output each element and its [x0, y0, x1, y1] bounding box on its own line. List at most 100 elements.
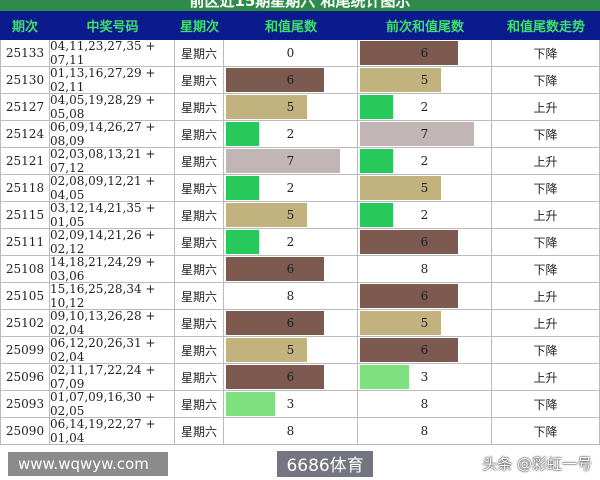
- table-row: 25130 01,13,16,27,29 + 02,11 星期六 6 5 下降: [0, 66, 600, 94]
- prev-tail-cell: 2: [358, 148, 492, 174]
- prev-tail-cell: 6: [358, 40, 492, 66]
- issue-cell: 25090: [0, 418, 50, 444]
- watermark-top: 6686体育: [277, 450, 374, 477]
- table-row: 25133 04,11,23,27,35 + 07,11 星期六 0 6 下降: [0, 39, 600, 67]
- issue-cell: 25099: [0, 337, 50, 363]
- value-label: 6: [420, 289, 429, 303]
- value-bar: [226, 95, 308, 119]
- value-label: 6: [420, 343, 429, 357]
- issue-cell: 25115: [0, 202, 50, 228]
- tail-cell: 3: [224, 391, 358, 417]
- header-issue: 期次: [11, 20, 38, 35]
- trend-cell: 上升: [492, 364, 600, 390]
- value-bar: [226, 365, 324, 389]
- trend-cell: 下降: [492, 40, 600, 66]
- value-label: 8: [420, 262, 429, 276]
- value-label: 8: [286, 289, 295, 303]
- value-bar: [360, 149, 393, 173]
- trend-cell: 下降: [492, 175, 600, 201]
- tail-cell: 8: [224, 283, 358, 309]
- prev-tail-cell: 6: [358, 229, 492, 255]
- value-label: 5: [286, 343, 295, 357]
- weekday-cell: 星期六: [175, 94, 224, 120]
- prev-tail-cell: 5: [358, 310, 492, 336]
- value-label: 8: [420, 424, 429, 438]
- table-row: 25105 15,16,25,28,34 + 10,12 星期六 8 6 上升: [0, 282, 600, 310]
- tail-cell: 6: [224, 310, 358, 336]
- value-bar: [226, 392, 275, 416]
- value-label: 6: [286, 73, 295, 87]
- value-bar: [360, 284, 458, 308]
- prev-tail-cell: 7: [358, 121, 492, 147]
- table-body: 25133 04,11,23,27,35 + 07,11 星期六 0 6 下降 25130 0…: [0, 39, 600, 445]
- value-label: 6: [420, 46, 429, 60]
- numbers-cell: 01,07,09,16,30 + 02,05: [50, 390, 175, 418]
- tail-cell: 6: [224, 256, 358, 282]
- value-label: 7: [286, 154, 295, 168]
- issue-cell: 25096: [0, 364, 50, 390]
- header-numbers: 中奖号码: [86, 20, 139, 35]
- value-label: 6: [286, 316, 295, 330]
- value-label: 2: [286, 127, 295, 141]
- numbers-cell: 06,09,14,26,27 + 08,09: [50, 120, 175, 148]
- tail-cell: 8: [224, 418, 358, 444]
- numbers-cell: 15,16,25,28,34 + 10,12: [50, 282, 175, 310]
- value-label: 2: [420, 154, 429, 168]
- tail-cell: 6: [224, 364, 358, 390]
- tail-cell: 6: [224, 67, 358, 93]
- trend-cell: 上升: [492, 310, 600, 336]
- table-row: 25127 04,05,19,28,29 + 05,08 星期六 5 2 上升: [0, 93, 600, 121]
- table-row: 25111 02,09,14,21,26 + 02,12 星期六 2 6 下降: [0, 228, 600, 256]
- header-tail: 和值尾数: [264, 20, 317, 35]
- value-bar: [360, 176, 442, 200]
- issue-cell: 25130: [0, 67, 50, 93]
- value-bar: [360, 203, 393, 227]
- prev-tail-cell: 3: [358, 364, 492, 390]
- issue-cell: 25127: [0, 94, 50, 120]
- trend-cell: 下降: [492, 337, 600, 363]
- numbers-cell: 14,18,21,24,29 + 03,06: [50, 255, 175, 283]
- numbers-cell: 02,08,09,12,21 + 04,05: [50, 174, 175, 202]
- value-label: 2: [286, 181, 295, 195]
- table-header: 期次 中奖号码 星期次 和值尾数 前次和值尾数 和值尾数走势: [0, 11, 600, 40]
- header-trend: 和值尾数走势: [506, 20, 585, 35]
- table-row: 25108 14,18,21,24,29 + 03,06 星期六 6 8 下降: [0, 255, 600, 283]
- prev-tail-cell: 5: [358, 175, 492, 201]
- header-weekday: 星期次: [179, 20, 219, 35]
- weekday-cell: 星期六: [175, 337, 224, 363]
- table-row: 25090 06,14,19,22,27 + 01,04 星期六 8 8 下降: [0, 417, 600, 445]
- weekday-cell: 星期六: [175, 202, 224, 228]
- issue-cell: 25102: [0, 310, 50, 336]
- value-label: 8: [286, 424, 295, 438]
- issue-cell: 25118: [0, 175, 50, 201]
- tail-cell: 5: [224, 202, 358, 228]
- prev-tail-cell: 2: [358, 202, 492, 228]
- tail-cell: 5: [224, 337, 358, 363]
- weekday-cell: 星期六: [175, 256, 224, 282]
- value-label: 2: [286, 235, 295, 249]
- value-label: 5: [286, 208, 295, 222]
- value-bar: [360, 338, 458, 362]
- watermark-right: 头条 @彩虹一号: [482, 455, 592, 473]
- value-label: 5: [420, 73, 429, 87]
- value-label: 2: [420, 208, 429, 222]
- tail-cell: 5: [224, 94, 358, 120]
- value-label: 5: [420, 316, 429, 330]
- value-bar: [360, 122, 474, 146]
- weekday-cell: 星期六: [175, 283, 224, 309]
- table-row: 25096 02,11,17,22,24 + 07,09 星期六 6 3 上升: [0, 363, 600, 391]
- trend-cell: 下降: [492, 229, 600, 255]
- issue-cell: 25121: [0, 148, 50, 174]
- value-label: 6: [286, 262, 295, 276]
- value-label: 3: [420, 370, 429, 384]
- issue-cell: 25093: [0, 391, 50, 417]
- value-bar: [360, 365, 409, 389]
- tail-cell: 0: [224, 40, 358, 66]
- prev-tail-cell: 2: [358, 94, 492, 120]
- value-label: 5: [420, 181, 429, 195]
- value-bar: [360, 311, 442, 335]
- header-prev-tail: 前次和值尾数: [385, 20, 464, 35]
- value-bar: [226, 203, 308, 227]
- table-row: 25115 03,12,14,21,35 + 01,05 星期六 5 2 上升: [0, 201, 600, 229]
- trend-cell: 下降: [492, 256, 600, 282]
